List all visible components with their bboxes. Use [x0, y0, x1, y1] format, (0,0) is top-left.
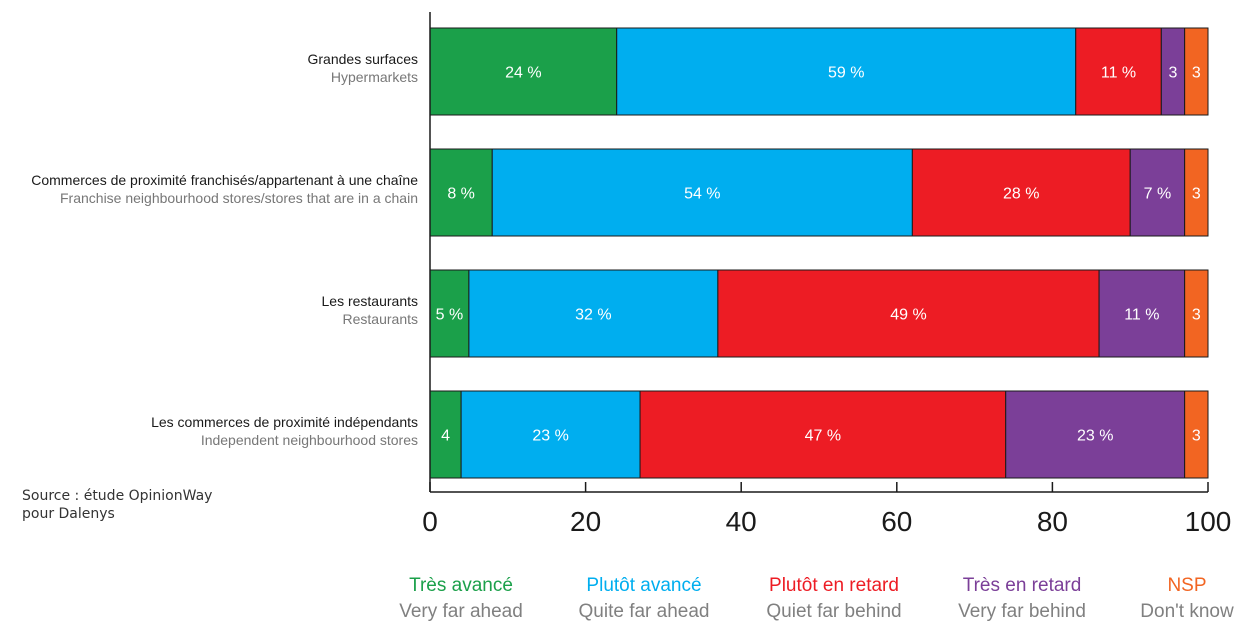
category-label: Grandes surfaces: [308, 51, 419, 67]
data-label: 23 %: [1077, 428, 1113, 445]
legend-item: Très avancé Very far ahead: [361, 573, 561, 625]
axes-group: 0 20 40 60 80 100: [422, 12, 1231, 537]
data-label: 4: [441, 428, 450, 445]
data-label: 47 %: [805, 428, 841, 445]
bar-segment: [429, 27, 618, 116]
bar-segment: [1184, 27, 1209, 116]
data-label: 3: [1192, 428, 1201, 445]
bar-segment: [911, 148, 1131, 237]
bar-segment: [1184, 269, 1209, 358]
legend-label: Très en retard: [962, 575, 1082, 596]
legend-item: NSP Don't know: [1087, 573, 1256, 625]
bar-segment: [491, 148, 913, 237]
bars-group: 24 % 59 % 11 % 3 38 % 54 % 28 % 7 % 35 % 32 % 49 %…: [429, 27, 1209, 479]
legend-label-english: Very far behind: [958, 601, 1086, 622]
bar-segment: [1129, 148, 1186, 237]
source-line-2: pour Dalenys: [22, 506, 115, 522]
data-label: 8 %: [447, 186, 475, 203]
data-label: 49 %: [890, 307, 926, 324]
bar-segment: [1184, 390, 1209, 479]
bar-segment: [429, 269, 470, 358]
data-label: 28 %: [1003, 186, 1039, 203]
x-tick-label: 80: [1037, 506, 1068, 537]
bar-segment: [616, 27, 1077, 116]
category-label-english: Restaurants: [343, 311, 418, 327]
legend-label: Plutôt en retard: [769, 575, 899, 596]
x-tick-label: 0: [422, 506, 438, 537]
bar-segment: [639, 390, 1007, 479]
legend-label-english: Quite far ahead: [578, 601, 710, 622]
legend-label: Plutôt avancé: [586, 575, 702, 596]
data-label: 54 %: [684, 186, 720, 203]
category-label: Commerces de proximité franchisés/appart…: [31, 172, 418, 188]
legend-item: Plutôt avancé Quite far ahead: [544, 573, 744, 625]
legend-item: Très en retard Very far behind: [922, 573, 1122, 625]
x-tick-label: 20: [570, 506, 601, 537]
bar-segment: [460, 390, 641, 479]
legend-label: Très avancé: [409, 575, 513, 596]
data-label: 23 %: [532, 428, 568, 445]
bar-segment: [429, 148, 493, 237]
data-label: 32 %: [575, 307, 611, 324]
data-label: 5 %: [436, 307, 464, 324]
legend-item: Plutôt en retard Quiet far behind: [734, 573, 934, 625]
bar-segment: [717, 269, 1100, 358]
data-label: 3: [1192, 307, 1201, 324]
legend-label-english: Very far ahead: [399, 601, 523, 622]
bar-segment: [1184, 148, 1209, 237]
category-label-english: Hypermarkets: [331, 69, 418, 85]
legend-label-english: Quiet far behind: [766, 601, 902, 622]
bar-segment: [1005, 390, 1186, 479]
source-line-1: Source : étude OpinionWay: [22, 488, 213, 504]
data-label: 3: [1192, 186, 1201, 203]
bar-segment: [1098, 269, 1186, 358]
data-label: 11 %: [1124, 307, 1159, 324]
data-label: 3: [1169, 65, 1178, 82]
category-label: Les commerces de proximité indépendants: [151, 414, 418, 430]
data-label: 11 %: [1101, 65, 1136, 82]
data-label: 3: [1192, 65, 1201, 82]
category-labels: Grandes surfaces Hypermarkets Commerces de…: [31, 51, 418, 448]
data-label: 24 %: [505, 65, 541, 82]
x-tick-label: 100: [1185, 506, 1232, 537]
category-label-english: Franchise neighbourhood stores/stores th…: [60, 190, 418, 206]
category-label: Les restaurants: [322, 293, 419, 309]
bar-segment: [468, 269, 719, 358]
bar-segment: [1075, 27, 1162, 116]
data-label: 59 %: [828, 65, 864, 82]
legend-label-english: Don't know: [1140, 601, 1234, 622]
x-tick-label: 40: [726, 506, 757, 537]
legend-label: NSP: [1167, 575, 1207, 596]
x-tick-label: 60: [881, 506, 912, 537]
data-label: 7 %: [1144, 186, 1172, 203]
source-note: Source : étude OpinionWay pour Dalenys: [22, 487, 212, 523]
category-label-english: Independent neighbourhood stores: [201, 432, 418, 448]
